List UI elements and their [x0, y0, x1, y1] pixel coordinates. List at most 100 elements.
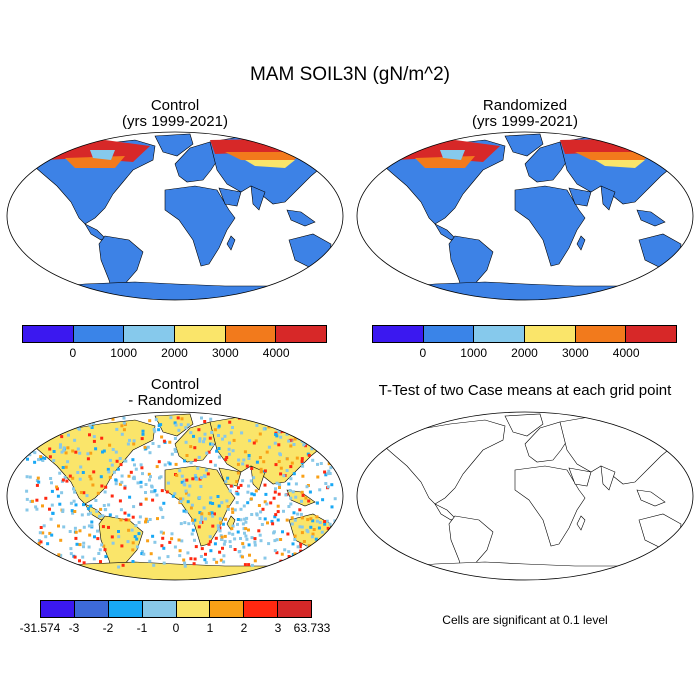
- difference-cell: [90, 426, 94, 429]
- significant-cell: [680, 448, 684, 451]
- difference-cell: [318, 543, 321, 546]
- difference-cell: [66, 460, 70, 464]
- difference-cell: [291, 553, 295, 557]
- difference-cell: [323, 522, 327, 526]
- difference-cell: [278, 486, 281, 489]
- difference-cell: [328, 542, 332, 546]
- difference-cell: [44, 535, 48, 539]
- significant-cell: [395, 425, 398, 428]
- difference-cell: [137, 520, 141, 524]
- difference-cell: [320, 545, 324, 549]
- difference-cell: [294, 559, 298, 563]
- difference-cell: [171, 494, 175, 498]
- significant-cell: [382, 423, 385, 427]
- difference-cell: [81, 555, 85, 559]
- difference-cell: [233, 537, 237, 541]
- control-colorbar-labels: 0 1000 2000 3000 4000: [22, 346, 327, 362]
- difference-cell: [217, 504, 221, 508]
- difference-cell: [107, 470, 111, 474]
- difference-cell: [88, 533, 92, 537]
- difference-cell: [209, 442, 213, 446]
- difference-cell: [308, 490, 312, 494]
- difference-cell: [198, 437, 202, 441]
- difference-cell: [193, 518, 197, 522]
- difference-cell: [143, 445, 147, 449]
- difference-cell: [189, 461, 193, 465]
- difference-cell: [322, 547, 325, 551]
- difference-cell: [279, 466, 283, 470]
- significant-cell: [641, 557, 645, 561]
- difference-cell: [253, 543, 257, 547]
- difference-cell: [213, 542, 217, 546]
- difference-cell: [282, 474, 286, 478]
- difference-cell: [160, 489, 164, 493]
- difference-cell: [50, 481, 53, 485]
- difference-cell: [245, 516, 249, 520]
- difference-cell: [266, 419, 269, 423]
- difference-cell: [250, 492, 254, 496]
- significant-cell: [434, 417, 438, 420]
- difference-cell: [183, 561, 187, 565]
- difference-cell: [120, 474, 124, 478]
- difference-cell: [134, 524, 138, 528]
- difference-cell: [307, 544, 311, 548]
- difference-cell: [34, 505, 38, 509]
- difference-cell: [146, 520, 149, 523]
- difference-cell: [104, 485, 108, 489]
- significant-cell: [656, 558, 660, 562]
- difference-cell: [55, 485, 59, 489]
- significant-cell: [651, 560, 655, 563]
- difference-cell: [92, 439, 96, 443]
- difference-cell: [76, 447, 80, 451]
- significant-cell: [677, 421, 680, 425]
- significant-cell: [663, 422, 666, 426]
- difference-cell: [307, 419, 311, 423]
- difference-cell: [123, 511, 127, 515]
- difference-cell: [211, 442, 214, 446]
- difference-cell: [69, 552, 73, 556]
- difference-cell: [302, 443, 306, 447]
- difference-cell: [210, 431, 214, 434]
- significant-cell: [664, 554, 667, 557]
- randomized-title-line2: (yrs 1999-2021): [472, 113, 578, 130]
- difference-cell: [79, 491, 83, 494]
- difference-cell: [247, 563, 251, 567]
- difference-cell: [173, 421, 177, 425]
- difference-cell: [193, 557, 197, 561]
- difference-cell: [307, 453, 311, 457]
- difference-cell: [25, 508, 29, 512]
- significant-cell: [678, 455, 682, 458]
- difference-cell: [92, 470, 96, 474]
- difference-cell: [191, 518, 194, 522]
- difference-cell: [290, 516, 294, 520]
- difference-cell: [288, 421, 292, 425]
- difference-cell: [314, 537, 318, 541]
- difference-cell: [287, 439, 291, 443]
- difference-cell: [57, 524, 60, 528]
- difference-cell: [298, 420, 302, 423]
- difference-cell: [58, 502, 62, 506]
- difference-cell: [175, 473, 179, 477]
- colorbar-swatch: [124, 326, 176, 342]
- difference-cell: [128, 495, 132, 499]
- difference-cell: [211, 524, 215, 528]
- difference-cell: [292, 511, 296, 515]
- difference-cell: [323, 520, 327, 523]
- difference-cell: [264, 492, 268, 496]
- difference-cell: [78, 559, 81, 563]
- difference-cell: [153, 429, 157, 433]
- significant-cell: [392, 560, 396, 564]
- difference-cell: [288, 420, 292, 424]
- difference-cell: [119, 508, 123, 512]
- difference-cell: [157, 424, 161, 428]
- difference-cell: [87, 524, 91, 528]
- difference-cell: [60, 450, 64, 454]
- difference-cell: [249, 497, 253, 501]
- difference-cell: [241, 462, 245, 466]
- difference-cell: [91, 421, 95, 425]
- difference-cell: [139, 502, 143, 506]
- difference-cell: [51, 422, 55, 426]
- difference-cell: [219, 521, 223, 525]
- difference-cell: [93, 418, 97, 422]
- difference-cell: [286, 532, 290, 536]
